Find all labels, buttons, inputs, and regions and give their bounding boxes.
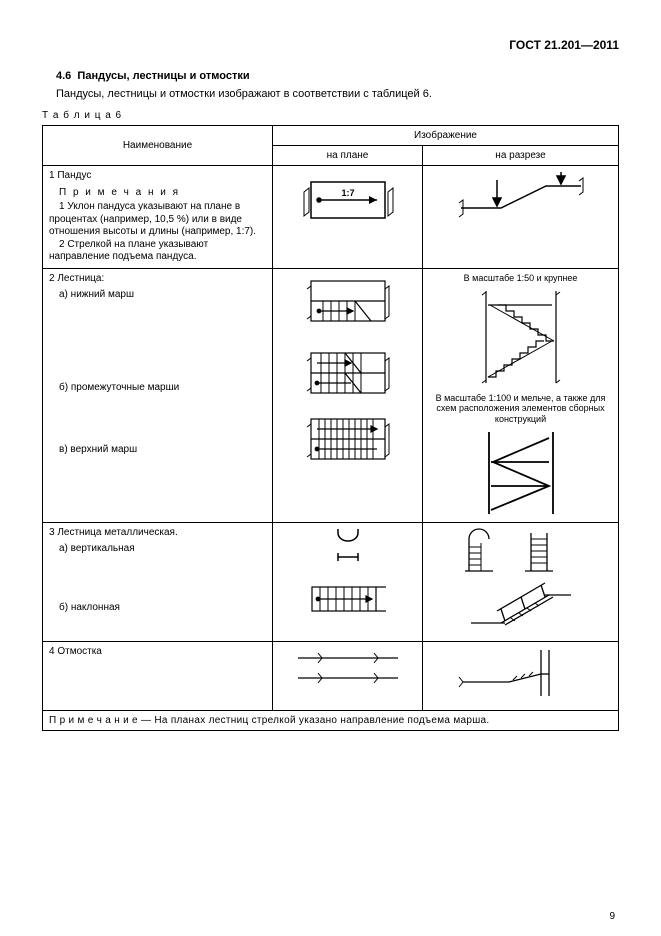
row-otmostka-desc: 4 Отмостка (43, 641, 273, 710)
row-metal-plan (273, 522, 423, 641)
section-intro: Пандусы, лестницы и отмостки изображают … (42, 88, 619, 100)
table-6: Наименование Изображение на плане на раз… (42, 125, 619, 731)
row-pandus-section (423, 166, 619, 269)
row-stair-desc: 2 Лестница: а) нижний марш б) промежуточ… (43, 268, 273, 522)
section-title: 4.6 Пандусы, лестницы и отмостки (42, 70, 619, 82)
row-stair-plan (273, 268, 423, 522)
row-stair-section: В масштабе 1:50 и крупнее (423, 268, 619, 522)
page-number: 9 (609, 911, 615, 922)
document-code: ГОСТ 21.201—2011 (42, 38, 619, 52)
table-label: Т а б л и ц а 6 (42, 110, 619, 121)
th-section: на разрезе (423, 146, 619, 166)
row-metal-desc: 3 Лестница металлическая. а) вертикальна… (43, 522, 273, 641)
th-plan: на плане (273, 146, 423, 166)
row-otmostka-plan (273, 641, 423, 710)
table-footnote: П р и м е ч а н и е — На планах лестниц … (43, 710, 619, 730)
row-pandus-desc: 1 Пандус П р и м е ч а н и я 1 Уклон пан… (43, 166, 273, 269)
svg-text:1:7: 1:7 (341, 188, 354, 198)
row-otmostka-section (423, 641, 619, 710)
th-image: Изображение (273, 126, 619, 146)
row-pandus-plan: 1:7 (273, 166, 423, 269)
th-name: Наименование (43, 126, 273, 166)
row-metal-section (423, 522, 619, 641)
